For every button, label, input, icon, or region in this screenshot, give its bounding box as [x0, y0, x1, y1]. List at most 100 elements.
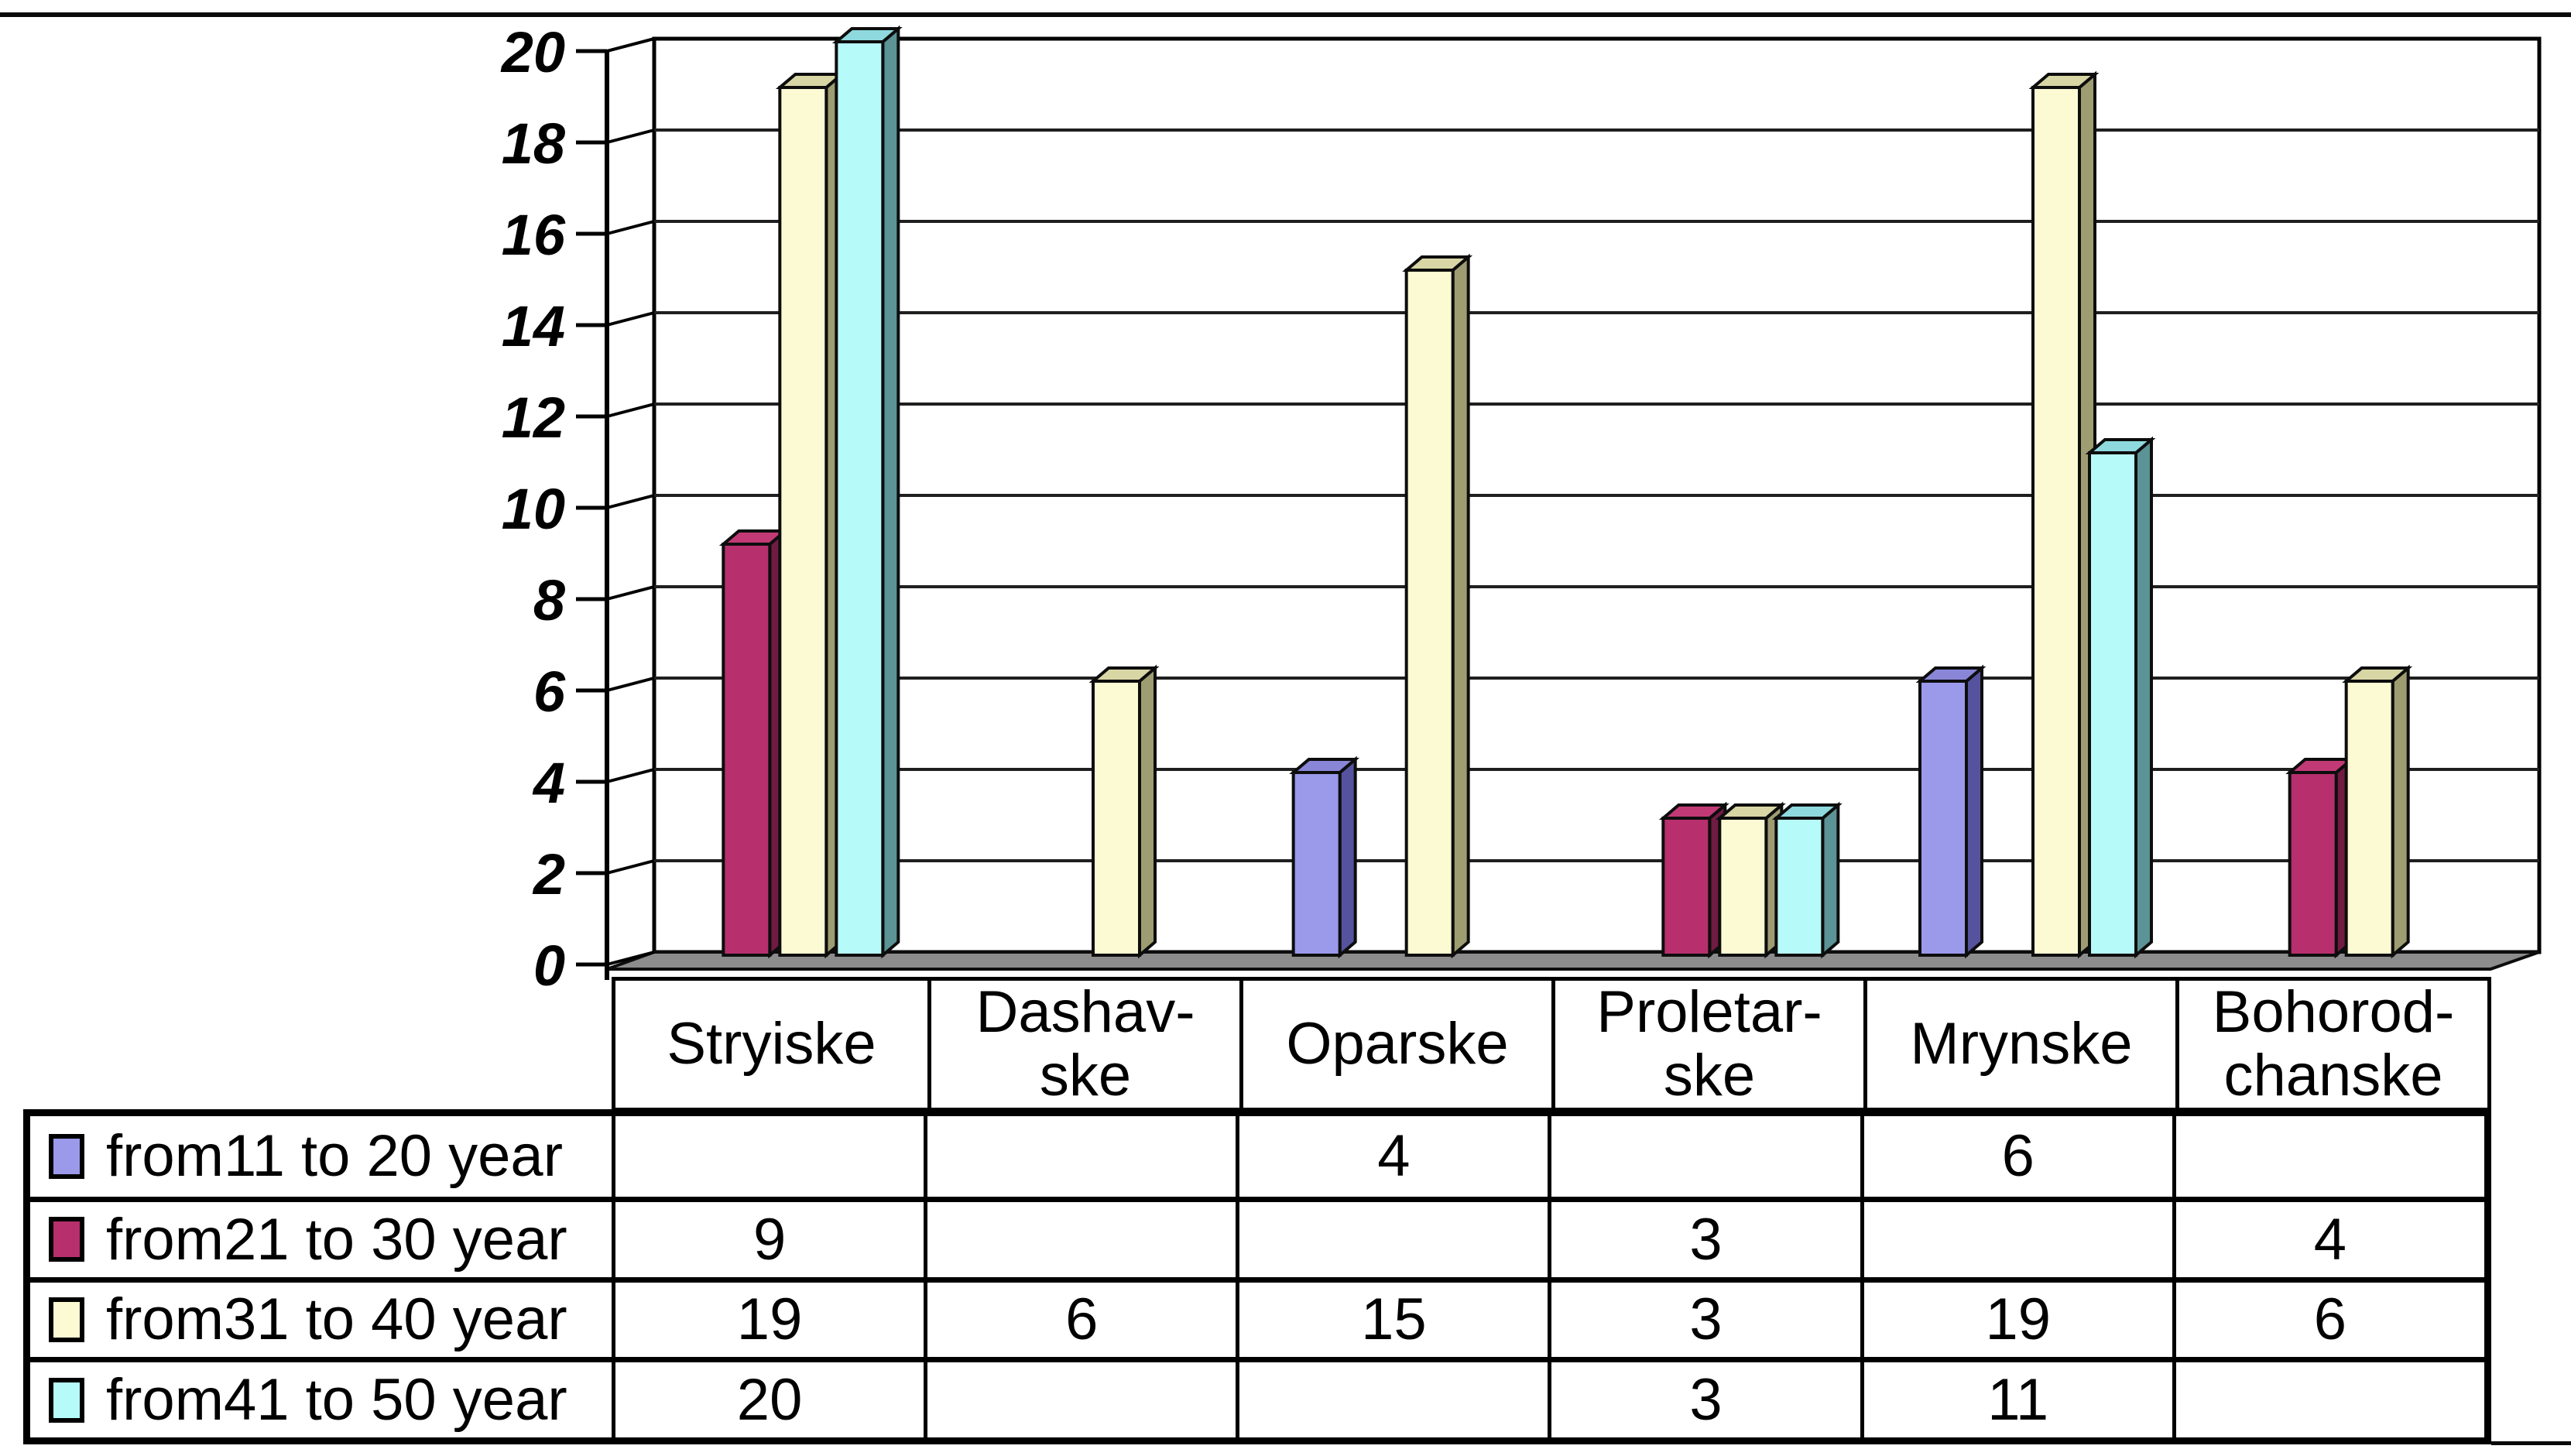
- value-cell-s2-c2: [924, 1201, 1236, 1277]
- legend-swatch-icon: [49, 1297, 84, 1342]
- value-cell-s4-c2: [924, 1362, 1236, 1437]
- y-tick-slant: [606, 768, 655, 783]
- table-row: from41 to 50 year 20 3 11: [30, 1357, 2484, 1437]
- y-tick-slant: [606, 859, 655, 875]
- value-cell-s3-c5: 19: [1860, 1282, 2172, 1358]
- bar-s3-c2: [1092, 680, 1141, 957]
- y-tick-slant: [606, 403, 655, 418]
- value-cell-s1-c6: [2172, 1116, 2484, 1197]
- top-border-line: [0, 12, 2571, 17]
- bar-s4-c5: [2088, 451, 2137, 957]
- bottom-border-extension: [2491, 1441, 2571, 1445]
- y-tick-slant: [606, 494, 655, 509]
- bar-s1-c5: [1918, 680, 1968, 957]
- bar-s4-c1: [835, 40, 885, 957]
- bar-s3-c4: [1718, 817, 1768, 957]
- legend-cell: from41 to 50 year: [30, 1362, 612, 1437]
- value-cell-s4-c4: 3: [1548, 1362, 1860, 1437]
- category-label-line: Mrynske: [1910, 1011, 2133, 1077]
- bar-s3-c5: [2031, 86, 2081, 957]
- legend-cell: from21 to 30 year: [30, 1202, 612, 1277]
- value-cell-s4-c3: [1236, 1362, 1548, 1437]
- category-label-line: Proletar-: [1596, 979, 1822, 1045]
- value-cell-s2-c3: [1236, 1201, 1548, 1277]
- y-axis-label: 20: [500, 20, 565, 84]
- value-cell-s3-c2: 6: [924, 1282, 1236, 1358]
- legend-label: from41 to 50 year: [106, 1367, 567, 1434]
- value-cell-s2-c5: [1860, 1201, 2172, 1277]
- y-axis-label: 12: [502, 385, 565, 450]
- value-cell-s1-c3: 4: [1236, 1116, 1548, 1197]
- bar-s3-c3: [1404, 269, 1455, 957]
- value-cell-s4-c1: 20: [612, 1362, 924, 1437]
- y-axis-label: 10: [502, 477, 565, 541]
- value-cell-s3-c3: 15: [1236, 1282, 1548, 1358]
- category-label-line: ske: [1039, 1043, 1132, 1109]
- y-axis-label: 6: [533, 659, 566, 724]
- category-header-dashavske: Dashav-ske: [927, 979, 1239, 1109]
- bar-side-s1-c5: [1965, 664, 1983, 959]
- y-axis-label: 14: [502, 294, 565, 358]
- y-tick-slant: [606, 220, 655, 235]
- value-cell-s2-c1: 9: [612, 1201, 924, 1277]
- bar-side-s4-c5: [2134, 436, 2153, 959]
- category-label-line: Dashav-: [975, 979, 1195, 1045]
- category-header-bohorodchanske: Bohorod-chanske: [2175, 979, 2487, 1109]
- category-label-line: chanske: [2223, 1043, 2443, 1109]
- bar-side-s4-c4: [1821, 801, 1840, 959]
- bar-side-s1-c3: [1338, 755, 1357, 959]
- legend-cell: from31 to 40 year: [30, 1283, 612, 1358]
- table-row: from21 to 30 year 9 3 4: [30, 1196, 2484, 1277]
- bar-side-s3-c6: [2391, 664, 2410, 959]
- y-tick-slant: [606, 128, 655, 144]
- value-cell-s4-c6: [2172, 1362, 2484, 1437]
- table-row: from31 to 40 year 19 6 15 3 19 6: [30, 1276, 2484, 1358]
- category-header-stryiske: Stryiske: [615, 981, 927, 1108]
- value-cell-s3-c1: 19: [612, 1282, 924, 1358]
- value-cell-s4-c5: 11: [1860, 1362, 2172, 1437]
- category-label-line: Oparske: [1286, 1011, 1509, 1077]
- value-cell-s2-c6: 4: [2172, 1201, 2484, 1277]
- value-cell-s1-c1: [612, 1116, 924, 1197]
- bar-s3-c1: [778, 86, 828, 957]
- category-label-line: ske: [1663, 1043, 1756, 1109]
- bar-s1-c3: [1291, 771, 1342, 957]
- category-header-row: Stryiske Dashav-ske Oparske Proletar-ske Mry…: [612, 977, 2491, 1109]
- category-header-proletarske: Proletar-ske: [1551, 979, 1863, 1109]
- bar-s4-c4: [1774, 817, 1825, 957]
- legend-label: from31 to 40 year: [106, 1286, 567, 1353]
- legend-data-table: from11 to 20 year 4 6 from21 to 30 year 9 3 4 f…: [23, 1109, 2491, 1444]
- y-axis-label: 18: [502, 111, 566, 176]
- legend-swatch-icon: [49, 1133, 84, 1179]
- legend-swatch-icon: [49, 1217, 84, 1262]
- bar-side-s4-c1: [881, 25, 900, 959]
- bar-side-s3-c2: [1138, 664, 1157, 959]
- y-axis-label: 4: [532, 751, 565, 815]
- value-cell-s1-c4: [1548, 1116, 1860, 1197]
- y-tick-slant: [606, 951, 655, 966]
- y-axis-label: 2: [532, 842, 565, 906]
- bar-side-s3-c3: [1451, 253, 1470, 959]
- bar-s2-c1: [722, 543, 772, 957]
- value-cell-s1-c5: 6: [1860, 1116, 2172, 1197]
- table-row: from11 to 20 year 4 6: [30, 1116, 2484, 1197]
- legend-swatch-icon: [49, 1377, 84, 1423]
- legend-label: from11 to 20 year: [106, 1123, 564, 1190]
- y-tick-slant: [606, 677, 655, 692]
- category-label-line: Bohorod-: [2212, 979, 2455, 1045]
- value-cell-s1-c2: [924, 1116, 1236, 1197]
- bar-s2-c6: [2288, 771, 2338, 957]
- value-cell-s2-c4: 3: [1548, 1201, 1860, 1277]
- bar-s2-c4: [1661, 817, 1712, 957]
- chart-floor: [606, 951, 2540, 971]
- bar-s3-c6: [2344, 680, 2394, 957]
- category-label-line: Stryiske: [667, 1011, 876, 1077]
- value-cell-s3-c4: 3: [1548, 1282, 1860, 1358]
- y-axis-label: 16: [502, 203, 566, 267]
- legend-label: from21 to 30 year: [106, 1206, 567, 1273]
- category-header-mrynske: Mrynske: [1863, 981, 2175, 1108]
- y-tick-slant: [606, 311, 655, 327]
- y-axis-label: 0: [533, 934, 565, 998]
